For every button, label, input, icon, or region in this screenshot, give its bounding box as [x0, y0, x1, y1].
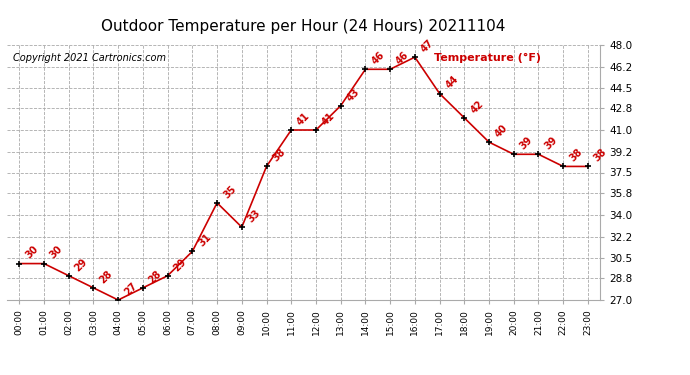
Text: 47: 47 [419, 38, 435, 54]
Text: 46: 46 [370, 50, 386, 66]
Text: 46: 46 [394, 50, 411, 66]
Text: 27: 27 [122, 280, 139, 297]
Text: 33: 33 [246, 208, 263, 224]
Text: 38: 38 [592, 147, 609, 164]
Text: 41: 41 [320, 111, 337, 127]
Text: 28: 28 [97, 268, 115, 285]
Text: 30: 30 [48, 244, 65, 261]
Text: 41: 41 [295, 111, 312, 127]
Text: Outdoor Temperature per Hour (24 Hours) 20211104: Outdoor Temperature per Hour (24 Hours) … [101, 19, 506, 34]
Text: 30: 30 [23, 244, 40, 261]
Text: 29: 29 [172, 256, 188, 273]
Text: 38: 38 [270, 147, 287, 164]
Text: 39: 39 [518, 135, 535, 152]
Text: 35: 35 [221, 183, 238, 200]
Text: 40: 40 [493, 123, 510, 140]
Text: 39: 39 [542, 135, 560, 152]
Text: 29: 29 [73, 256, 90, 273]
Text: 31: 31 [197, 232, 213, 249]
Text: 44: 44 [444, 74, 460, 91]
Text: 38: 38 [567, 147, 584, 164]
Text: Copyright 2021 Cartronics.com: Copyright 2021 Cartronics.com [13, 53, 166, 63]
Text: Temperature (°F): Temperature (°F) [434, 53, 541, 63]
Text: 42: 42 [469, 99, 485, 115]
Text: 43: 43 [345, 86, 362, 103]
Text: 28: 28 [147, 268, 164, 285]
